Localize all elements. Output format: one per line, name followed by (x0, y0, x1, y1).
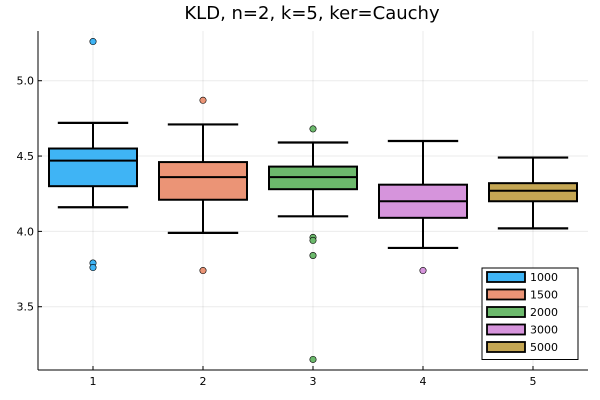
legend-label: 1000 (530, 271, 558, 284)
outlier-point (89, 264, 97, 272)
axes: 1 2 3 4 5 3.5 4.0 4.5 5.0 (17, 31, 588, 388)
y-tick-label: 4.0 (17, 225, 35, 238)
box-series-1500 (158, 161, 248, 201)
outlier-point (199, 267, 207, 275)
boxes (48, 121, 578, 250)
y-tick-label: 5.0 (17, 75, 35, 88)
box-series-1000 (48, 147, 138, 188)
legend-label: 1500 (530, 289, 558, 302)
legend-label: 5000 (530, 341, 558, 354)
legend-label: 2000 (530, 306, 558, 319)
outlier-point (309, 236, 317, 244)
outliers (89, 38, 427, 363)
legend-swatch (486, 323, 526, 336)
x-tick-label: 4 (420, 375, 427, 388)
legend-swatch (486, 341, 526, 353)
outlier-point (309, 355, 317, 363)
outlier-point (309, 125, 317, 133)
outlier-point (89, 38, 97, 46)
x-tick-label: 1 (90, 375, 97, 388)
outlier-point (199, 96, 207, 104)
x-tick-label: 3 (310, 375, 317, 388)
y-tick-label: 4.5 (17, 150, 35, 163)
y-tick-label: 3.5 (17, 301, 35, 314)
outlier-point (309, 251, 317, 259)
legend-label: 3000 (530, 324, 558, 337)
outlier-point (419, 267, 427, 275)
box-series-5000 (488, 182, 578, 203)
legend-swatch (486, 271, 526, 283)
chart-title: KLD, n=2, k=5, ker=Cauchy (184, 3, 440, 24)
x-tick-label: 5 (530, 375, 537, 388)
legend-swatch (486, 306, 526, 318)
x-tick-label: 2 (200, 375, 207, 388)
legend: 1000 1500 2000 3000 5000 (481, 267, 579, 360)
legend-swatch (486, 288, 526, 301)
